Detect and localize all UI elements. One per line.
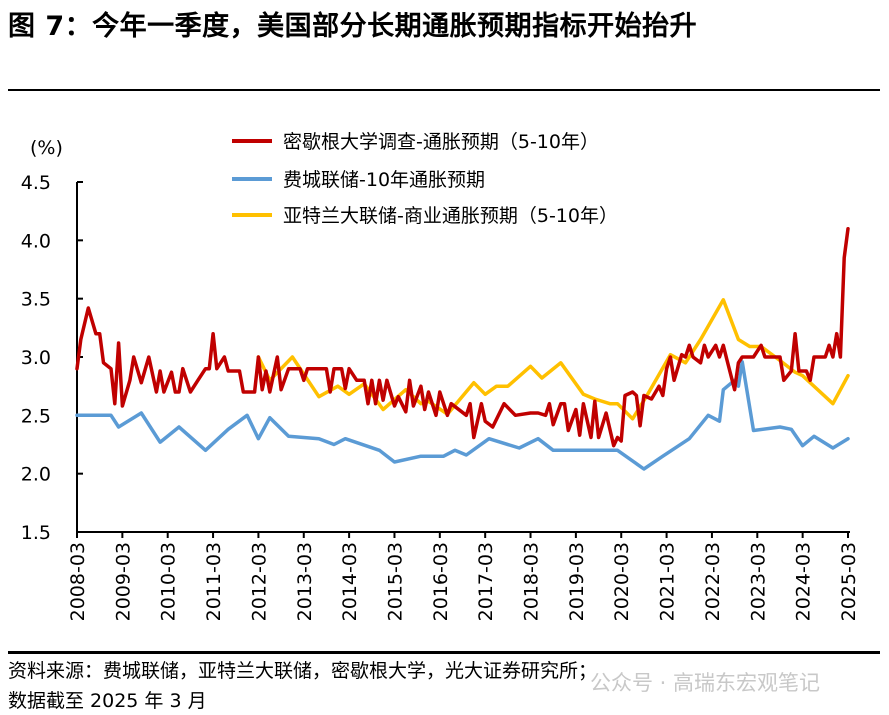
watermark: 公众号 · 高瑞东宏观笔记: [590, 671, 821, 695]
x-tick-label: 2016-03: [430, 542, 452, 621]
x-tick-label: 2021-03: [657, 542, 679, 621]
date-note: 数据截至 2025 年 3 月: [8, 690, 207, 712]
x-tick-label: 2012-03: [248, 542, 270, 621]
chart-title: 图 7：今年一季度，美国部分长期通胀预期指标开始抬升: [8, 11, 698, 42]
y-axis-unit-label: (%): [30, 137, 63, 159]
x-tick-label: 2014-03: [339, 542, 361, 621]
series-line-2: [256, 298, 850, 421]
y-tick-label: 1.5: [21, 522, 51, 544]
x-tick-label: 2017-03: [475, 542, 497, 621]
axes: 1.5 2.0 2.5 3.0 3.5 4.0 4.5 2008-03 2009-03 2010-…: [21, 172, 860, 621]
y-tick-label: 2.0: [21, 464, 51, 486]
y-tick-label: 3.5: [21, 289, 51, 311]
legend: 密歇根大学调查-通胀预期（5-10年） 费城联储-10年通胀预期亚特兰大联储-商业…: [232, 131, 618, 227]
y-tick-label: 4.0: [21, 230, 51, 252]
x-tick-label: 2019-03: [566, 542, 588, 621]
x-tick-label: 2009-03: [112, 542, 134, 621]
x-tick-label: 2023-03: [747, 542, 769, 621]
y-tick-label: 2.5: [21, 405, 51, 427]
series-line-1: [75, 359, 850, 471]
legend-label-0: 密歇根大学调查-通胀预期（5-10年）: [283, 131, 599, 153]
legend-label-2: 亚特兰大联储-商业通胀预期（5-10年）: [283, 205, 618, 227]
title-divider: [8, 89, 880, 91]
x-tick-label: 2008-03: [67, 542, 89, 621]
x-tick-label: 2013-03: [294, 542, 316, 621]
x-tick-label: 2010-03: [158, 542, 180, 621]
x-tick-label: 2022-03: [702, 542, 724, 621]
x-tick-label: 2011-03: [203, 542, 225, 621]
x-tick-label: 2025-03: [838, 542, 860, 621]
x-tick-label: 2020-03: [611, 542, 633, 621]
y-tick-label: 3.0: [21, 347, 51, 369]
x-tick-label: 2015-03: [384, 542, 406, 621]
series-line-0: [75, 226, 850, 448]
legend-label-1: 费城联储-10年通胀预期: [283, 169, 485, 191]
footer-divider: [8, 651, 880, 654]
source-note: 资料来源：费城联储，亚特兰大联储，密歇根大学，光大证券研究所；: [8, 660, 598, 682]
x-tick-label: 2024-03: [793, 542, 815, 621]
x-tick-label: 2018-03: [521, 542, 543, 621]
y-tick-label: 4.5: [21, 172, 51, 194]
series-lines: [75, 226, 850, 471]
